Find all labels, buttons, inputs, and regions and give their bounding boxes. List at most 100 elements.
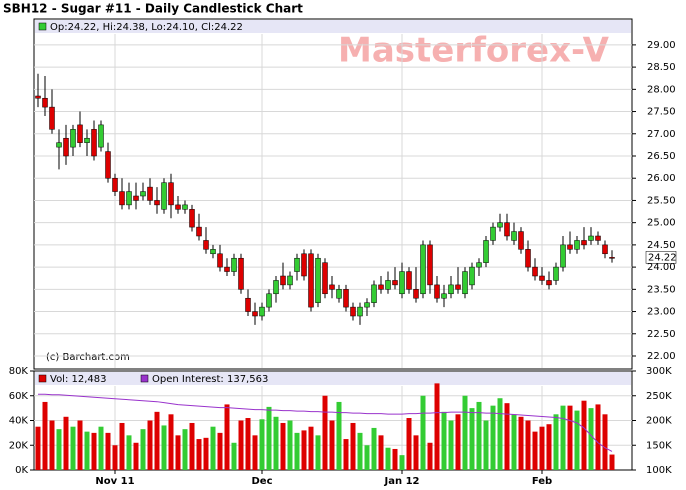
- volume-bar: [238, 420, 244, 470]
- candle-body: [49, 106, 55, 130]
- y2-tick-label: 200K: [646, 416, 672, 427]
- candle-body: [259, 306, 265, 317]
- volume-bar: [280, 422, 286, 470]
- volume-bar: [49, 420, 55, 470]
- candle-body: [329, 284, 335, 290]
- volume-bar: [448, 420, 454, 470]
- candle-body: [385, 280, 391, 290]
- volume-bar: [168, 414, 174, 470]
- volume-bar: [357, 432, 363, 470]
- candle-body: [553, 266, 559, 281]
- volume-bar: [301, 430, 307, 470]
- watermark: Masterforex-V: [338, 31, 610, 71]
- source-note: (c) Barchart.com: [46, 352, 130, 363]
- volume-bar: [217, 432, 223, 470]
- volume-bar: [35, 426, 41, 470]
- price-legend-strip: [35, 20, 631, 33]
- candle-body: [476, 262, 482, 268]
- candle-body: [399, 271, 405, 295]
- candle-body: [434, 284, 440, 299]
- candle-body: [238, 257, 244, 290]
- y2-tick-label: 300K: [646, 366, 672, 377]
- ohlc-legend: Op:24.22, Hi:24.38, Lo:24.10, Cl:24.22: [50, 22, 243, 33]
- candle-body: [245, 297, 251, 312]
- legend-label: Open Interest: 137,563: [152, 374, 268, 385]
- volume-bar: [252, 435, 258, 470]
- candle-body: [147, 186, 153, 201]
- candle-body: [560, 244, 566, 268]
- volume-bar: [273, 416, 279, 470]
- volume-bar: [203, 437, 209, 470]
- candle-body: [252, 311, 258, 317]
- volume-bar: [294, 432, 300, 470]
- y-tick-label: 26.00: [647, 173, 676, 184]
- candle-body: [371, 284, 377, 303]
- volume-bar: [483, 420, 489, 470]
- candle-body: [364, 302, 370, 308]
- volume-bar: [490, 405, 496, 470]
- volume-bar: [518, 416, 524, 470]
- volume-bar: [476, 401, 482, 470]
- candle-body: [301, 253, 307, 277]
- volume-bar: [609, 454, 615, 470]
- candle-body: [469, 266, 475, 286]
- candle-body: [504, 222, 510, 237]
- candle-body: [287, 275, 293, 286]
- candle-body: [105, 151, 111, 179]
- candle-body: [98, 124, 104, 148]
- volume-bar: [140, 429, 146, 470]
- volume-bar: [581, 400, 587, 470]
- y-tick-label: 24.50: [647, 240, 676, 251]
- volume-bar: [469, 408, 475, 470]
- y-tick-label: 24.00: [647, 262, 676, 273]
- volume-bar: [553, 414, 559, 470]
- y-tick-label: 23.50: [647, 284, 676, 295]
- candle-body: [315, 257, 321, 303]
- volume-bar: [322, 395, 328, 470]
- x-tick-label: Jan 12: [384, 476, 420, 487]
- candle-body: [126, 191, 132, 206]
- volume-bar: [595, 404, 601, 470]
- candle-body: [133, 195, 139, 201]
- candle-body: [427, 244, 433, 286]
- y-tick-label: 25.50: [647, 195, 676, 206]
- y2-tick-label: 250K: [646, 391, 672, 402]
- volume-legend-strip: [35, 372, 631, 385]
- y-tick-label: 23.00: [647, 307, 676, 318]
- volume-bar: [420, 395, 426, 470]
- candle-body: [350, 306, 356, 317]
- price-panel: [33, 18, 633, 370]
- candle-body: [189, 209, 195, 228]
- candle-body: [518, 231, 524, 250]
- volume-bar: [385, 447, 391, 470]
- volume-bar: [567, 405, 573, 470]
- candle-body: [182, 204, 188, 210]
- candle-body: [532, 266, 538, 277]
- volume-bar: [105, 432, 111, 470]
- volume-bar: [119, 422, 125, 470]
- candle-body: [161, 182, 167, 210]
- open-interest-line: [38, 393, 613, 452]
- volume-bar: [364, 445, 370, 470]
- candle-body: [357, 306, 363, 317]
- y-tick-label: 27.50: [647, 107, 676, 118]
- x-tick-label: Dec: [251, 476, 272, 487]
- volume-bar: [462, 395, 468, 470]
- volume-bar: [546, 424, 552, 470]
- volume-bar: [497, 398, 503, 470]
- candle-body: [154, 200, 160, 206]
- volume-bar: [588, 408, 594, 470]
- y2-tick-label: 150K: [646, 440, 672, 451]
- candle-body: [42, 97, 48, 108]
- candle-body: [35, 95, 41, 99]
- volume-bar: [560, 405, 566, 470]
- y-tick-label: 26.50: [647, 151, 676, 162]
- candle-body: [308, 253, 314, 308]
- volume-bar: [287, 420, 293, 470]
- candle-body: [140, 191, 146, 197]
- x-tick-label: Nov 11: [95, 476, 134, 487]
- candle-body: [588, 235, 594, 241]
- y-tick-label: 20K: [9, 440, 29, 451]
- volume-bar: [539, 426, 545, 470]
